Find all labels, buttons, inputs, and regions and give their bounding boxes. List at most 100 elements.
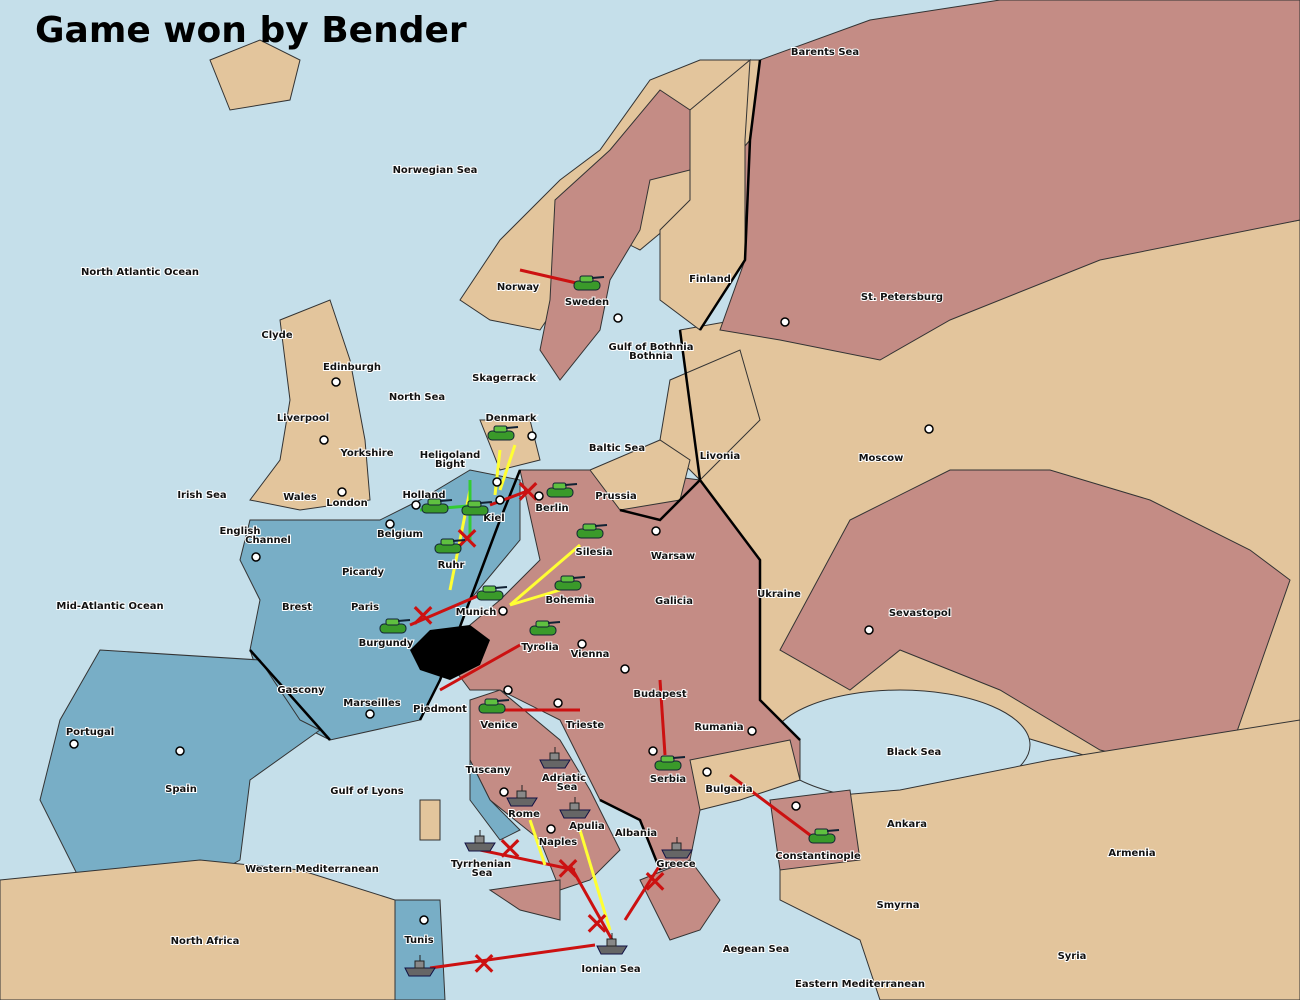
land-iceland[interactable] — [209, 39, 301, 111]
territory-label-marseilles: Marseilles — [343, 698, 400, 709]
territory-label-prussia: Prussia — [595, 491, 636, 502]
territory-label-tyrolia: Tyrolia — [521, 642, 559, 653]
territory-label-yorkshire: Yorkshire — [340, 448, 394, 459]
army-unit-icon[interactable] — [808, 828, 840, 844]
territory-label-paris: Paris — [351, 602, 379, 613]
land-tunis[interactable] — [394, 899, 446, 1000]
land-britain[interactable] — [249, 299, 371, 511]
territory-label-sweden: Sweden — [565, 297, 609, 308]
territory-label-skagerrack: Skagerrack — [472, 373, 536, 384]
territory-label-kiel: Kiel — [483, 513, 504, 524]
territory-label-tyrrhenian: Tyrrhenian — [451, 859, 511, 870]
land-prussia[interactable] — [589, 439, 691, 511]
switzerland — [410, 625, 490, 680]
territory-label-baltic: Baltic Sea — [589, 443, 645, 454]
supply-center-icon — [620, 664, 630, 674]
land-bulgaria[interactable] — [689, 739, 801, 811]
order-arrow — [623, 864, 662, 921]
territory-label-apulia: Apulia — [569, 821, 605, 832]
territory-label-adriatic: Adriatic — [542, 773, 586, 784]
army-unit-icon[interactable] — [379, 618, 411, 634]
supply-center-icon — [924, 424, 934, 434]
failed-order-x-icon: ✕ — [497, 830, 524, 868]
territory-label-smyrna: Smyrna — [877, 900, 920, 911]
army-unit-icon[interactable] — [421, 498, 453, 514]
supply-center-icon — [492, 477, 502, 487]
territory-label-armenia: Armenia — [1108, 848, 1155, 859]
territory-label-black-sea: Black Sea — [887, 747, 942, 758]
land-livonia[interactable] — [659, 349, 761, 481]
units-layer — [379, 275, 840, 977]
supply-center-icon — [534, 491, 544, 501]
army-unit-icon[interactable] — [434, 538, 466, 554]
territory-label-greece: Greece — [656, 859, 696, 870]
order-arrow — [729, 773, 811, 837]
supply-center-icon — [651, 526, 661, 536]
territory-label-eastern-med: Eastern Mediterranean — [795, 979, 925, 990]
army-unit-icon[interactable] — [476, 585, 508, 601]
fleet-unit-icon[interactable] — [464, 830, 496, 852]
supply-center-icon — [498, 606, 508, 616]
army-unit-icon[interactable] — [546, 482, 578, 498]
territory-label-albania: Albania — [615, 828, 657, 839]
supply-center-icon — [175, 746, 185, 756]
territory-label-venice: Venice — [480, 720, 517, 731]
territory-label-channel: Channel — [245, 535, 291, 546]
territory-label-north-sea: North Sea — [389, 392, 445, 403]
fleet-unit-icon[interactable] — [661, 837, 693, 859]
land-tuscany-rome[interactable] — [469, 759, 521, 841]
territory-label-north-atlantic: North Atlantic Ocean — [81, 267, 199, 278]
territory-label-bulgaria: Bulgaria — [705, 784, 752, 795]
territory-label-silesia: Silesia — [576, 547, 613, 558]
supply-center-icon — [495, 495, 505, 505]
land-turkey[interactable] — [779, 719, 1300, 1000]
territory-label-burgundy: Burgundy — [359, 638, 414, 649]
land-north-africa[interactable] — [0, 859, 396, 1000]
order-arrow — [493, 449, 502, 496]
army-unit-icon[interactable] — [654, 755, 686, 771]
fleet-unit-icon[interactable] — [596, 933, 628, 955]
order-arrow — [509, 543, 581, 607]
fleet-unit-icon[interactable] — [559, 797, 591, 819]
supply-center-icon — [702, 767, 712, 777]
order-arrow — [509, 588, 561, 607]
land-sevastopol[interactable] — [779, 469, 1291, 781]
territory-label-livonia: Livonia — [700, 451, 740, 462]
supply-center-icon — [385, 519, 395, 529]
fleet-unit-icon[interactable] — [506, 785, 538, 807]
land-iberia[interactable] — [39, 649, 321, 901]
territory-label-ankara: Ankara — [887, 819, 927, 830]
army-unit-icon[interactable] — [529, 620, 561, 636]
army-unit-icon[interactable] — [554, 575, 586, 591]
land-greece[interactable] — [639, 859, 721, 941]
territory-label-bight: Bight — [435, 459, 465, 470]
army-unit-icon[interactable] — [461, 500, 493, 516]
land-sardinia[interactable] — [419, 799, 441, 841]
army-unit-icon[interactable] — [478, 698, 510, 714]
territory-label-ukraine: Ukraine — [757, 589, 801, 600]
supply-center-icon — [365, 709, 375, 719]
failed-order-x-icon: ✕ — [642, 863, 669, 901]
territory-label-gob2: Bothnia — [629, 351, 673, 362]
territory-label-denmark: Denmark — [486, 413, 537, 424]
territory-label-edinburgh: Edinburgh — [323, 362, 381, 373]
territory-label-tuscany: Tuscany — [465, 765, 511, 776]
land-sweden[interactable] — [539, 89, 691, 381]
army-unit-icon[interactable] — [573, 275, 605, 291]
territory-label-sevastopol: Sevastopol — [889, 608, 951, 619]
supply-center-icon — [337, 487, 347, 497]
army-unit-icon[interactable] — [487, 425, 519, 441]
supply-center-icon — [553, 698, 563, 708]
territory-label-english: English — [219, 526, 260, 537]
territory-label-moscow: Moscow — [859, 453, 904, 464]
territory-label-rumania: Rumania — [694, 722, 743, 733]
fleet-unit-icon[interactable] — [539, 747, 571, 769]
army-unit-icon[interactable] — [576, 523, 608, 539]
supply-center-icon — [613, 313, 623, 323]
territory-label-norway: Norway — [497, 282, 540, 293]
land-sicily[interactable] — [488, 879, 561, 921]
fleet-unit-icon[interactable] — [404, 955, 436, 977]
territory-label-aegean: Aegean Sea — [723, 944, 790, 955]
